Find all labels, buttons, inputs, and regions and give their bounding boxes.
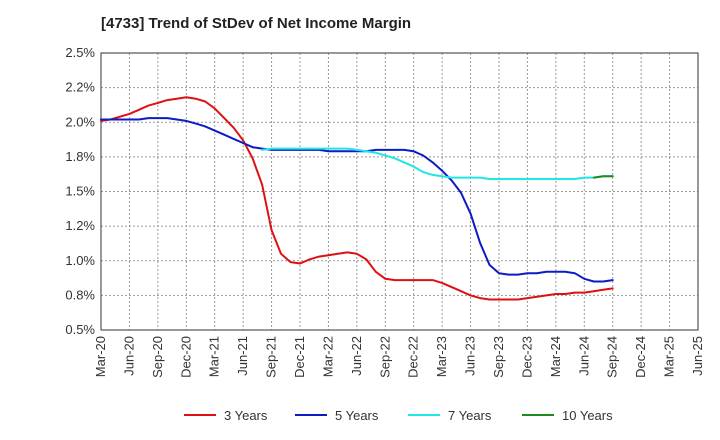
x-tick-label: Dec-22	[406, 336, 421, 378]
chart-title: [4733] Trend of StDev of Net Income Marg…	[101, 15, 411, 32]
x-tick-label: Dec-24	[633, 336, 648, 378]
series-lines	[100, 96, 614, 301]
y-tick-label: 2.0%	[65, 114, 95, 129]
x-tick-label: Sep-20	[150, 336, 165, 378]
x-tick-label: Mar-20	[93, 336, 108, 377]
x-tick-label: Jun-23	[463, 336, 478, 376]
y-tick-label: 1.2%	[65, 218, 95, 233]
x-axis-ticks: Mar-20 Jun-20 Sep-20 Dec-20 Mar-21 Jun-21 Sep-…	[93, 336, 705, 378]
y-tick-label: 1.8%	[65, 149, 95, 164]
x-tick-label: Mar-21	[207, 336, 222, 377]
x-tick-label: Dec-21	[292, 336, 307, 378]
x-tick-label: Sep-21	[264, 336, 279, 378]
x-tick-label: Jun-25	[690, 336, 705, 376]
x-tick-label: Sep-22	[377, 336, 392, 378]
series-line-7-years	[261, 147, 614, 180]
x-tick-label: Sep-24	[605, 336, 620, 378]
series-line-5-years	[100, 117, 614, 283]
y-tick-label: 2.5%	[65, 45, 95, 60]
x-tick-label: Mar-25	[662, 336, 677, 377]
x-tick-label: Jun-22	[349, 336, 364, 376]
legend-label: 3 Years	[224, 408, 268, 423]
x-tick-label: Mar-23	[434, 336, 449, 377]
y-tick-label: 0.8%	[65, 287, 95, 302]
series-line-10-years	[592, 175, 614, 179]
x-tick-label: Mar-24	[548, 336, 563, 377]
x-tick-label: Sep-23	[491, 336, 506, 378]
y-tick-label: 2.2%	[65, 80, 95, 95]
x-tick-label: Dec-23	[519, 336, 534, 378]
x-tick-label: Jun-21	[235, 336, 250, 376]
x-tick-label: Jun-24	[576, 336, 591, 376]
x-tick-label: Jun-20	[121, 336, 136, 376]
y-tick-label: 0.5%	[65, 322, 95, 337]
y-tick-label: 1.0%	[65, 253, 95, 268]
legend: 3 Years 5 Years 7 Years 10 Years	[184, 408, 613, 423]
series-line-3-years	[100, 96, 614, 301]
legend-label: 5 Years	[335, 408, 379, 423]
y-tick-label: 1.5%	[65, 184, 95, 199]
legend-label: 10 Years	[562, 408, 613, 423]
grid	[101, 53, 698, 330]
x-tick-label: Mar-22	[320, 336, 335, 377]
x-tick-label: Dec-20	[178, 336, 193, 378]
legend-label: 7 Years	[448, 408, 492, 423]
plot-frame	[100, 52, 699, 331]
y-axis-ticks: 0.5% 0.8% 1.0% 1.2% 1.5% 1.8% 2.0% 2.2% 2.5%	[65, 45, 95, 337]
